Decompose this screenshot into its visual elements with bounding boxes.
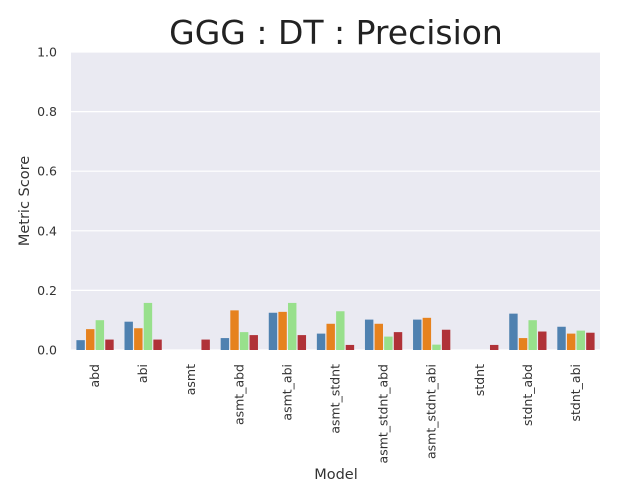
bar	[384, 336, 393, 350]
bar	[134, 328, 143, 350]
bar	[124, 321, 133, 350]
bar	[86, 329, 95, 350]
bar	[220, 338, 230, 350]
bar	[288, 302, 297, 350]
x-axis-label: Model	[314, 467, 358, 483]
bar	[528, 320, 537, 350]
x-tick-label: abd	[87, 364, 102, 388]
bar	[249, 335, 258, 350]
bar	[518, 338, 528, 350]
bar	[586, 332, 595, 350]
x-tick-label: asmt_stdnt_abi	[424, 364, 439, 459]
bar	[441, 329, 451, 350]
bar	[268, 312, 278, 350]
bar	[316, 333, 326, 350]
bar	[422, 317, 432, 350]
bar	[566, 333, 576, 350]
bar	[557, 326, 566, 350]
bar	[143, 302, 153, 350]
bar	[538, 331, 547, 350]
x-tick-label: stdnt_abd	[520, 364, 535, 426]
x-tick-label: asmt_stdnt_abd	[376, 364, 391, 463]
y-tick-label: 0.2	[37, 283, 57, 298]
bar	[413, 319, 422, 350]
y-tick-label: 1.0	[37, 45, 57, 60]
y-axis-ticks: 0.0 0.2 0.4 0.6 0.8 1.0	[37, 45, 57, 358]
bar	[489, 344, 499, 350]
bar	[432, 344, 441, 350]
bar	[278, 311, 287, 350]
plot-area	[71, 52, 600, 350]
x-tick-label: asmt_stdnt	[328, 364, 343, 434]
y-tick-label: 0.0	[37, 343, 57, 358]
bar	[297, 335, 307, 350]
bars	[76, 302, 595, 350]
bar	[326, 323, 335, 350]
bar	[576, 330, 585, 350]
bar	[239, 332, 249, 350]
x-axis-ticks: abd abi asmt asmt_abd asmt_abi asmt_stdnt asmt…	[87, 364, 583, 464]
y-axis-label: Metric Score	[17, 156, 33, 246]
y-tick-label: 0.6	[37, 164, 57, 179]
x-tick-label: stdnt	[472, 364, 487, 396]
bar	[393, 332, 403, 350]
x-tick-label: asmt_abi	[279, 364, 294, 421]
bar	[95, 320, 105, 350]
y-tick-label: 0.4	[37, 223, 57, 238]
bar	[153, 339, 162, 350]
bar	[364, 319, 374, 350]
bar	[509, 313, 518, 350]
chart-title: GGG : DT : Precision	[169, 13, 503, 52]
x-tick-label: asmt	[183, 364, 198, 395]
y-tick-label: 0.8	[37, 104, 57, 119]
bar	[105, 339, 114, 350]
bar	[201, 339, 210, 350]
bar	[230, 310, 239, 350]
bar	[336, 311, 345, 350]
x-tick-label: stdnt_abi	[568, 364, 583, 422]
bar	[76, 340, 85, 350]
x-tick-label: abi	[135, 364, 150, 383]
bar	[345, 344, 355, 350]
x-tick-label: asmt_abd	[231, 364, 246, 425]
bar	[374, 323, 383, 350]
